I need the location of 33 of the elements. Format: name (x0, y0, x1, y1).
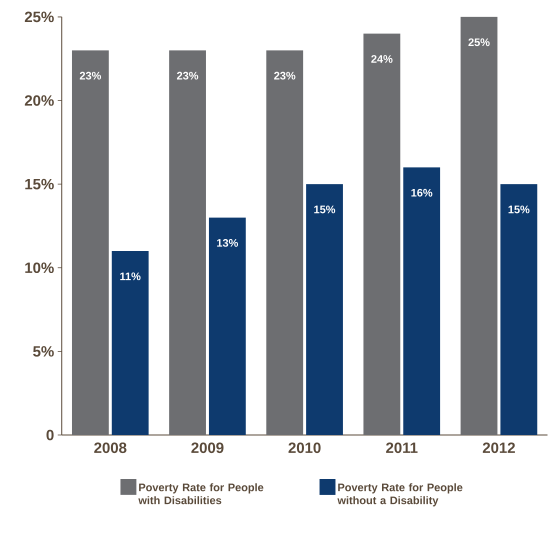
bar (403, 168, 440, 436)
y-tick-label: 5% (33, 346, 54, 357)
data-label: 23% (176, 72, 198, 80)
y-tick-label: 25% (24, 12, 54, 22)
bar (500, 184, 538, 436)
bar (112, 251, 149, 436)
y-tick-label: 15% (25, 179, 54, 190)
data-label: 24% (371, 55, 393, 64)
legend-label: Poverty Rate for People with Disabilities (138, 483, 264, 504)
y-tick-label: 0 (46, 430, 54, 440)
bar (460, 17, 498, 436)
x-tick-label: 2009 (191, 442, 224, 454)
x-tick-label: 2012 (482, 442, 515, 454)
legend-label: Poverty Rate for People without a Disability (337, 483, 462, 507)
data-label: 13% (217, 239, 238, 248)
bar (266, 50, 304, 436)
bar (208, 218, 246, 436)
data-label: 23% (274, 72, 296, 80)
x-tick-label: 2010 (288, 442, 321, 454)
data-label: 23% (80, 72, 102, 80)
bar (306, 184, 343, 436)
data-label: 15% (314, 206, 336, 214)
y-tick-label: 10% (25, 262, 54, 274)
bar (363, 34, 400, 436)
data-label: 15% (508, 206, 530, 214)
data-label: 25% (468, 38, 490, 46)
data-label: 11% (120, 272, 141, 280)
y-tick-label: 20% (24, 95, 54, 106)
bar (169, 50, 206, 436)
x-tick-label: 2011 (386, 442, 418, 454)
data-label: 16% (411, 189, 432, 197)
bar (72, 50, 109, 436)
x-tick-label: 2008 (94, 442, 126, 454)
